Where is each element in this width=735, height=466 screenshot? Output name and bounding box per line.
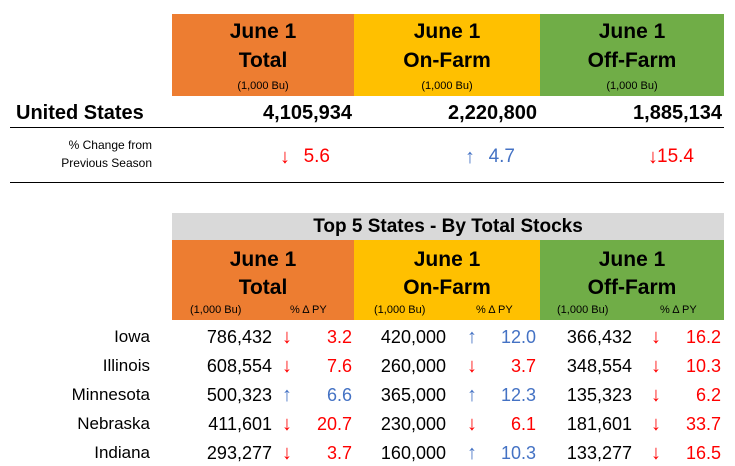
stock-value: 608,554 (206, 356, 272, 376)
pct-change: 6.1 (510, 414, 536, 434)
pct-change: 3.7 (326, 443, 352, 463)
arrow-down-icon: ↓ (651, 413, 661, 435)
us-divider-bottom (10, 182, 724, 183)
top5-header-on-farm: June 1 On-Farm (1,000 Bu) % Δ PY (354, 240, 540, 320)
top5-header-on-farm-pct: % Δ PY (476, 304, 513, 316)
stock-value: 786,432 (206, 327, 272, 347)
state-name: Illinois (102, 356, 150, 375)
stock-value: 260,000 (380, 356, 446, 376)
arrow-down-icon: ↓ (467, 413, 477, 435)
us-change-label-line2: Previous Season (61, 156, 152, 170)
arrow-down-icon: ↓ (651, 384, 661, 406)
top5-header-off-farm: June 1 Off-Farm (1,000 Bu) % Δ PY (540, 240, 724, 320)
top5-header-off-farm-pct: % Δ PY (660, 304, 697, 316)
arrow-down-icon: ↓ (651, 442, 661, 464)
pct-change: 6.6 (326, 385, 352, 405)
stock-value: 365,000 (380, 385, 446, 405)
top5-header-off-farm-line1: June 1 (598, 248, 666, 271)
top5-header-off-farm-line2: Off-Farm (587, 276, 677, 299)
state-name: Nebraska (77, 414, 150, 433)
us-off-farm-value: 1,885,134 (633, 102, 722, 124)
arrow-down-icon: ↓ (467, 355, 477, 377)
top5-header-total-pct: % Δ PY (290, 304, 327, 316)
pct-change: 20.7 (316, 414, 352, 434)
arrow-down-icon: ↓ (282, 326, 292, 348)
us-change-label: % Change from Previous Season (10, 136, 152, 172)
us-total-change: 5.6 (303, 146, 330, 167)
stock-value: 348,554 (566, 356, 632, 376)
arrow-up-icon: ↑ (467, 442, 477, 464)
arrow-up-icon: ↑ (467, 326, 477, 348)
pct-change: 16.2 (685, 327, 721, 347)
header-on-farm: June 1 On-Farm (1,000 Bu) (354, 14, 540, 96)
arrow-down-icon: ↓ (282, 442, 292, 464)
us-on-farm-change: 4.7 (488, 146, 515, 167)
header-off-farm: June 1 Off-Farm (1,000 Bu) (540, 14, 724, 96)
us-change-label-line1: % Change from (68, 138, 152, 152)
top5-header-on-farm-line1: June 1 (413, 248, 481, 271)
pct-change: 10.3 (500, 443, 536, 463)
arrow-up-icon: ↑ (467, 384, 477, 406)
top5-title: Top 5 States - By Total Stocks (172, 213, 724, 240)
us-on-farm-value: 2,220,800 (448, 102, 537, 124)
arrow-up-icon: ↑ (465, 146, 475, 168)
header-total-line2: Total (238, 49, 288, 72)
header-total-line1: June 1 (229, 20, 297, 43)
arrow-down-icon: ↓ (282, 413, 292, 435)
arrow-down-icon: ↓ (651, 355, 661, 377)
header-on-farm-unit: (1,000 Bu) (421, 80, 473, 92)
pct-change: 16.5 (685, 443, 721, 463)
pct-change: 3.2 (326, 327, 352, 347)
pct-change: 33.7 (685, 414, 721, 434)
stock-value: 411,601 (208, 414, 272, 434)
state-name: Minnesota (71, 385, 150, 404)
header-total: June 1 Total (1,000 Bu) (172, 14, 354, 96)
arrow-down-icon: ↓ (280, 146, 290, 168)
stock-value: 160,000 (380, 443, 446, 463)
pct-change: 12.3 (500, 385, 536, 405)
stock-value: 420,000 (380, 327, 446, 347)
arrow-down-icon: ↓ (648, 146, 658, 168)
top5-header-total-unit: (1,000 Bu) (190, 304, 242, 316)
top5-header-off-farm-unit: (1,000 Bu) (557, 304, 609, 316)
header-total-unit: (1,000 Bu) (237, 80, 289, 92)
us-label: United States (16, 102, 144, 124)
arrow-down-icon: ↓ (282, 355, 292, 377)
stock-value: 181,601 (566, 414, 632, 434)
arrow-up-icon: ↑ (282, 384, 292, 406)
pct-change: 12.0 (500, 327, 536, 347)
top5-header-total-line2: Total (238, 276, 288, 299)
header-off-farm-line2: Off-Farm (587, 49, 677, 72)
pct-change: 6.2 (695, 385, 721, 405)
header-on-farm-line2: On-Farm (403, 49, 491, 72)
stock-value: 293,277 (206, 443, 272, 463)
top5-header-on-farm-line2: On-Farm (403, 276, 491, 299)
stock-value: 133,277 (566, 443, 632, 463)
pct-change: 7.6 (326, 356, 352, 376)
pct-change: 10.3 (685, 356, 721, 376)
stock-value: 366,432 (566, 327, 632, 347)
state-name: Iowa (114, 327, 150, 346)
header-on-farm-line1: June 1 (413, 20, 481, 43)
us-total-value: 4,105,934 (263, 102, 352, 124)
stock-value: 135,323 (566, 385, 632, 405)
header-off-farm-line1: June 1 (598, 20, 666, 43)
top5-header-on-farm-unit: (1,000 Bu) (374, 304, 426, 316)
stock-value: 230,000 (380, 414, 446, 434)
us-divider-top (10, 127, 724, 128)
top5-header-total-line1: June 1 (229, 248, 297, 271)
header-off-farm-unit: (1,000 Bu) (606, 80, 658, 92)
top5-header-total: June 1 Total (1,000 Bu) % Δ PY (172, 240, 354, 320)
pct-change: 3.7 (510, 356, 536, 376)
us-off-farm-change: 15.4 (657, 146, 694, 167)
stock-value: 500,323 (206, 385, 272, 405)
arrow-down-icon: ↓ (651, 326, 661, 348)
state-name: Indiana (94, 443, 150, 462)
top5-title-text: Top 5 States - By Total Stocks (313, 216, 583, 237)
